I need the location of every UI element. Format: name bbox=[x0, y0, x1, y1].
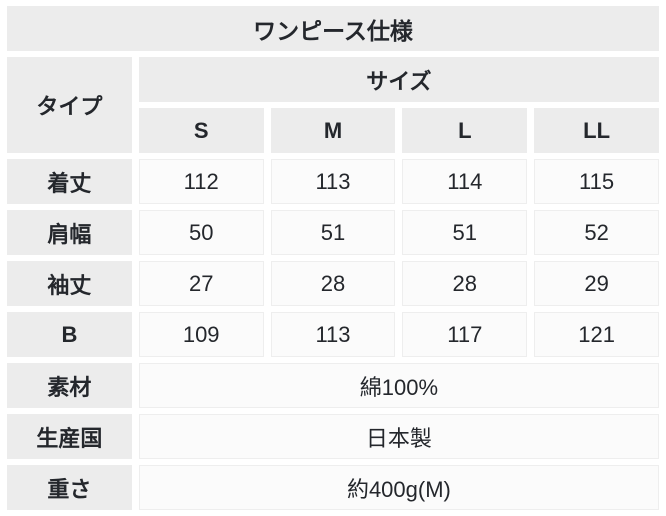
value-cell: 114 bbox=[402, 159, 528, 204]
value-cell: 113 bbox=[270, 159, 396, 204]
col-header-l: L bbox=[402, 108, 528, 153]
type-header-cell: タイプ bbox=[7, 57, 132, 153]
row-label-bust: B bbox=[7, 312, 132, 357]
col-header-m: M bbox=[270, 108, 396, 153]
value-cell: 121 bbox=[534, 312, 659, 357]
title-row: ワンピース仕様 bbox=[7, 6, 659, 51]
value-cell: 28 bbox=[402, 261, 528, 306]
row-label-length: 着丈 bbox=[7, 159, 132, 204]
value-cell: 113 bbox=[270, 312, 396, 357]
table-row-country: 生産国 日本製 bbox=[7, 414, 659, 459]
value-cell: 29 bbox=[534, 261, 659, 306]
table-row-sleeve: 袖丈 27 28 28 29 bbox=[7, 261, 659, 306]
table-row-material: 素材 綿100% bbox=[7, 363, 659, 408]
size-columns-row: S M L LL bbox=[7, 108, 659, 153]
table-row-weight: 重さ 約400g(M) bbox=[7, 465, 659, 510]
value-cell: 51 bbox=[270, 210, 396, 255]
row-label-shoulder: 肩幅 bbox=[7, 210, 132, 255]
material-value-cell: 綿100% bbox=[138, 363, 659, 408]
row-label-sleeve: 袖丈 bbox=[7, 261, 132, 306]
value-cell: 28 bbox=[270, 261, 396, 306]
col-header-s: S bbox=[138, 108, 264, 153]
size-group-header-row: タイプ サイズ bbox=[7, 57, 659, 153]
table-title: ワンピース仕様 bbox=[7, 6, 659, 51]
row-label-weight: 重さ bbox=[7, 465, 132, 510]
country-value-cell: 日本製 bbox=[138, 414, 659, 459]
size-group-header-cell: サイズ bbox=[138, 57, 659, 102]
value-cell: 115 bbox=[534, 159, 659, 204]
value-cell: 109 bbox=[138, 312, 264, 357]
weight-value-cell: 約400g(M) bbox=[138, 465, 659, 510]
row-label-country: 生産国 bbox=[7, 414, 132, 459]
value-cell: 51 bbox=[402, 210, 528, 255]
col-header-ll: LL bbox=[534, 108, 659, 153]
table-row-length: 着丈 112 113 114 115 bbox=[7, 159, 659, 204]
value-cell: 52 bbox=[534, 210, 659, 255]
value-cell: 27 bbox=[138, 261, 264, 306]
value-cell: 50 bbox=[138, 210, 264, 255]
table-row-shoulder: 肩幅 50 51 51 52 bbox=[7, 210, 659, 255]
value-cell: 117 bbox=[402, 312, 528, 357]
value-cell: 112 bbox=[138, 159, 264, 204]
row-label-material: 素材 bbox=[7, 363, 132, 408]
table-row-bust: B 109 113 117 121 bbox=[7, 312, 659, 357]
